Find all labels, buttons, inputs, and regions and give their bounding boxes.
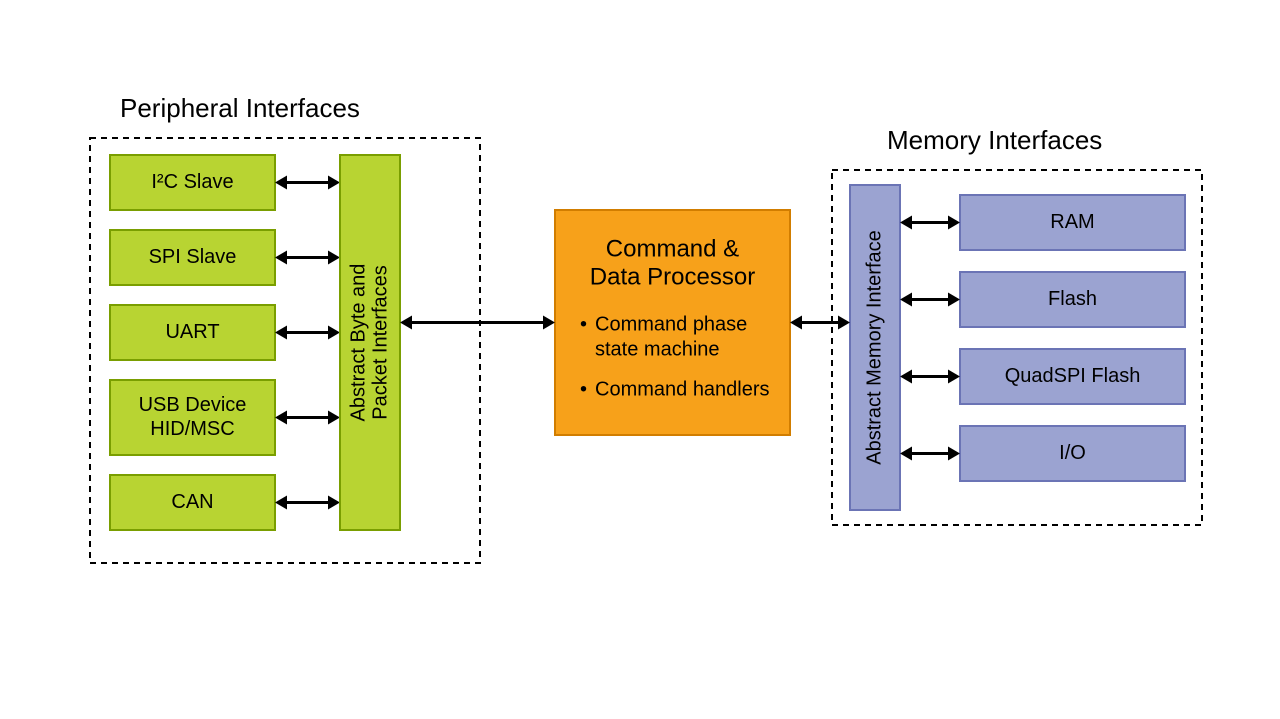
memory-item-label: QuadSPI Flash — [1005, 365, 1141, 387]
bullet-icon: • — [580, 313, 587, 335]
peripheral-item: UART — [110, 305, 275, 360]
command-processor-title: Command & — [606, 235, 739, 262]
bullet-icon: • — [580, 378, 587, 400]
peripheral-item: USB DeviceHID/MSC — [110, 380, 275, 455]
peripheral-item: CAN — [110, 475, 275, 530]
command-processor-bullet: Command phase — [595, 313, 747, 335]
peripheral-item-label: SPI Slave — [149, 246, 237, 268]
peripheral-item-label: UART — [165, 321, 219, 343]
peripheral-item-label: USB Device — [139, 394, 247, 416]
peripheral-title: Peripheral Interfaces — [120, 93, 360, 123]
memory-item: I/O — [960, 426, 1185, 481]
memory-item-label: I/O — [1059, 442, 1086, 464]
peripheral-item: I²C Slave — [110, 155, 275, 210]
abstract-byte-packet-label: Abstract Byte and — [347, 264, 369, 422]
memory-item: Flash — [960, 272, 1185, 327]
peripheral-item-label: HID/MSC — [150, 418, 234, 440]
memory-title: Memory Interfaces — [887, 125, 1102, 155]
abstract-byte-packet-label: Packet Interfaces — [369, 265, 391, 420]
peripheral-item-label: CAN — [171, 491, 213, 513]
command-processor-bullet: Command handlers — [595, 378, 770, 400]
memory-item-label: Flash — [1048, 288, 1097, 310]
memory-item: RAM — [960, 195, 1185, 250]
peripheral-item-label: I²C Slave — [151, 171, 233, 193]
peripheral-item: SPI Slave — [110, 230, 275, 285]
command-processor-title: Data Processor — [590, 263, 755, 290]
memory-item-label: RAM — [1050, 211, 1094, 233]
command-processor-bullet: state machine — [595, 338, 720, 360]
memory-item: QuadSPI Flash — [960, 349, 1185, 404]
abstract-memory-interface-label: Abstract Memory Interface — [863, 230, 885, 465]
